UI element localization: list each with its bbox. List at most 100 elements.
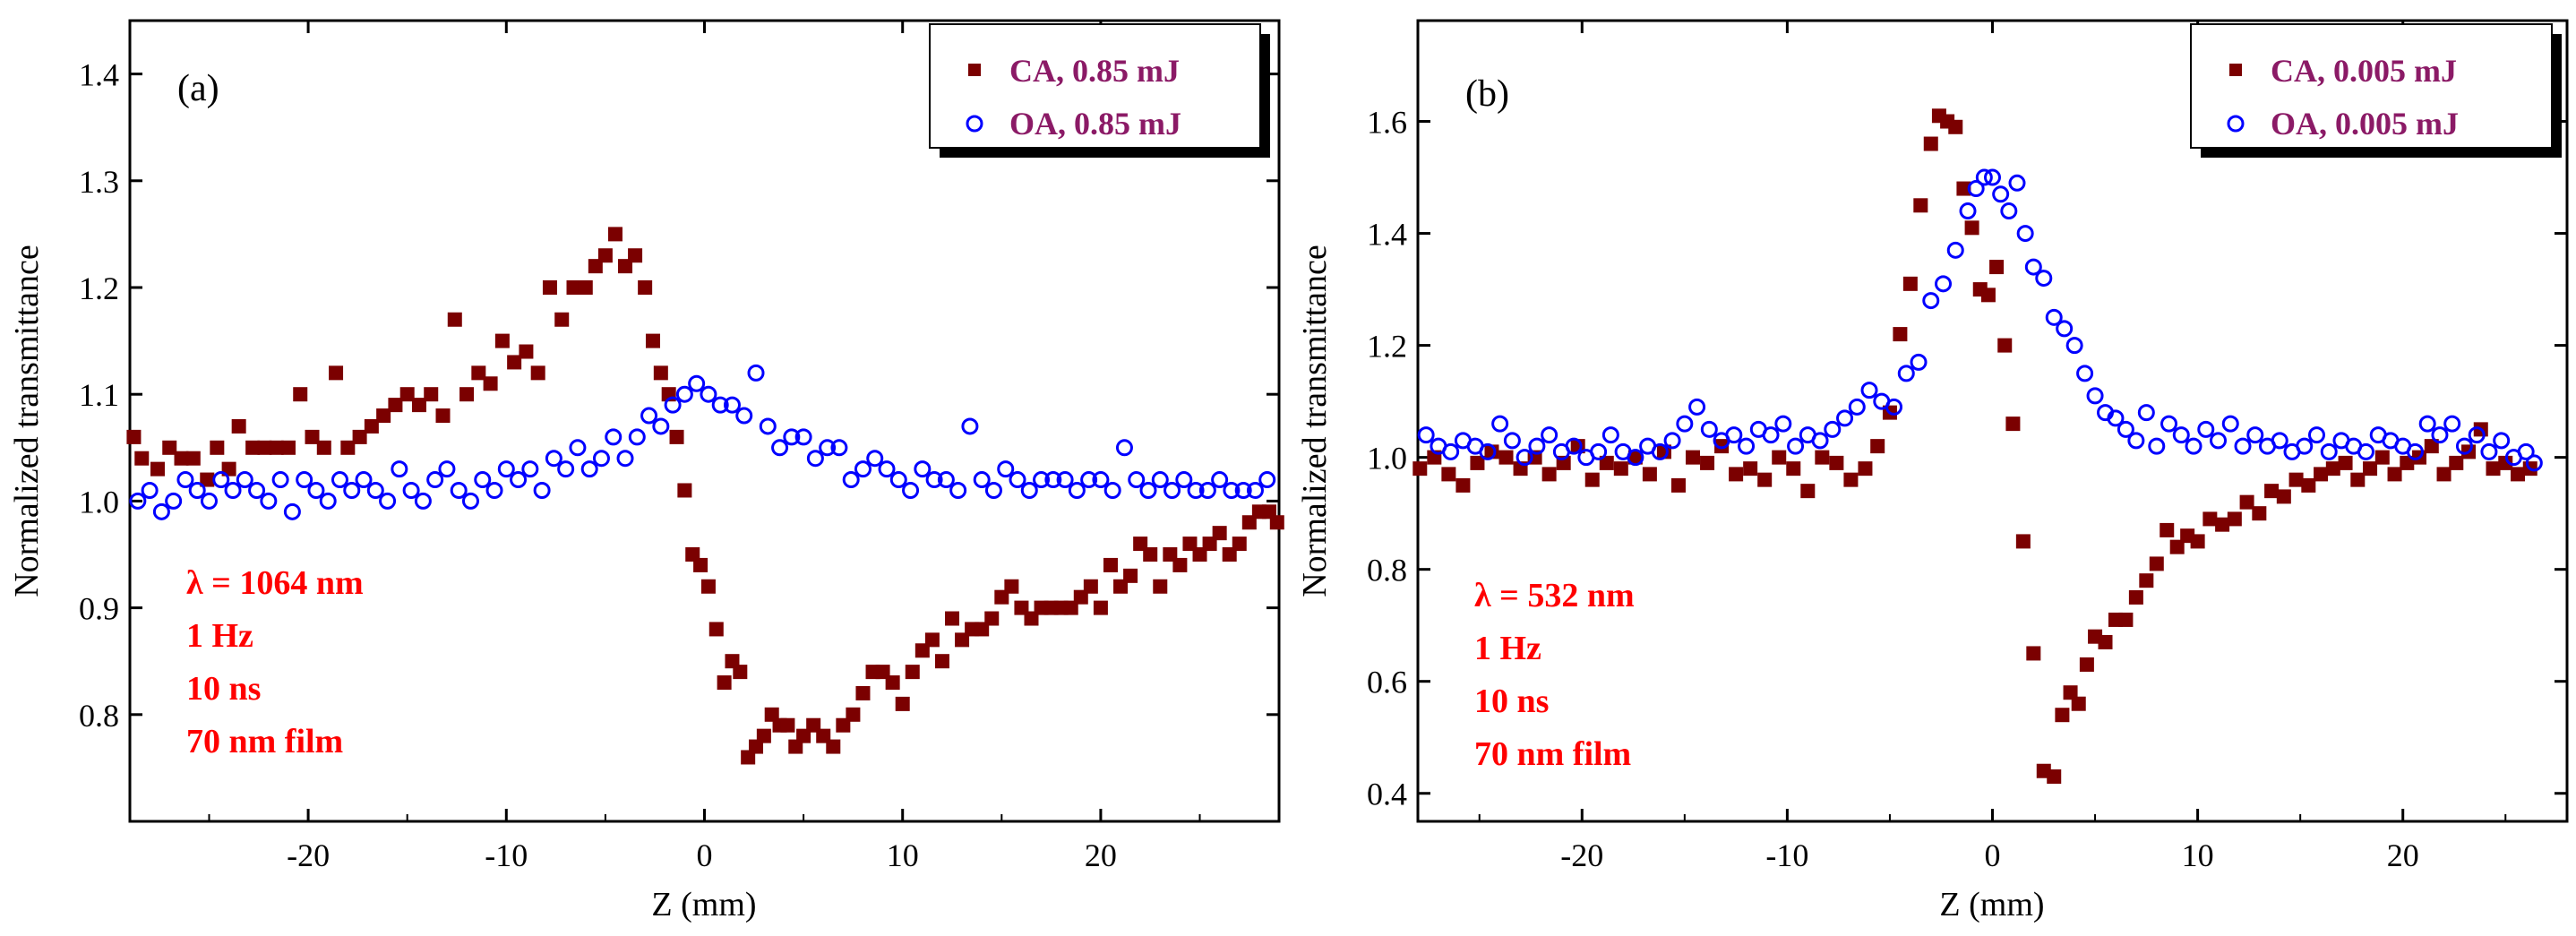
annotation-wavelength-a: λ = 1064 nm [186, 564, 364, 602]
ca-point [2098, 634, 2113, 649]
oa-point [165, 492, 183, 510]
oa-point [2045, 308, 2063, 326]
oa-point [937, 471, 955, 489]
ca-point [388, 398, 403, 413]
ca-point [150, 461, 165, 477]
oa-point [961, 417, 979, 435]
ca-point [2063, 685, 2078, 700]
ca-point [1143, 547, 1158, 562]
oa-point [889, 471, 907, 489]
ca-point [885, 675, 900, 691]
x-tick-label: 20 [2387, 837, 2419, 873]
oa-point [1967, 180, 1985, 198]
annotation-pulse-b: 10 ns [1474, 683, 1549, 720]
legend-marker-ca-b [2229, 64, 2242, 76]
oa-series-b [1417, 168, 2543, 472]
ca-point [519, 344, 534, 359]
ca-point [756, 728, 771, 743]
annotation-rate-b: 1 Hz [1474, 630, 1541, 667]
oa-point [1151, 471, 1169, 489]
ca-point [1743, 461, 1758, 477]
oa-point [379, 492, 397, 510]
oa-point [1627, 449, 1644, 467]
x-tick-label: 20 [1085, 837, 1117, 873]
ca-point [280, 440, 296, 455]
legend-marker-oa-b [2227, 115, 2245, 133]
ca-point [984, 611, 1000, 626]
oa-point [1725, 426, 1743, 444]
oa-point [902, 481, 920, 499]
legend-marker-ca-a [968, 64, 981, 76]
ca-point [2511, 467, 2526, 482]
ca-point [2190, 534, 2205, 549]
ca-point [1686, 450, 1701, 465]
ca-series-a [126, 227, 1284, 765]
ca-point [597, 248, 613, 263]
ca-point [2264, 484, 2280, 499]
ca-point [162, 440, 177, 455]
ca-point [1815, 450, 1830, 465]
ca-point [126, 429, 142, 444]
oa-point [1700, 420, 1718, 438]
oa-point [2246, 426, 2264, 444]
ca-point [376, 408, 391, 424]
oa-point [1975, 168, 1993, 186]
oa-point [1688, 398, 1706, 416]
y-tick-label: 1.6 [1367, 105, 1407, 141]
ca-point [2118, 612, 2134, 627]
ca-point [2071, 696, 2086, 711]
ca-point [1627, 450, 1643, 465]
oa-point [426, 471, 444, 489]
legend-label-oa-a: OA, 0.85 mJ [1009, 106, 1181, 142]
y-tick-label: 1.3 [79, 164, 119, 200]
oa-point [2076, 365, 2094, 382]
oa-point [1601, 426, 1619, 444]
ca-point [210, 440, 225, 455]
oa-point [1139, 481, 1157, 499]
ca-point [134, 451, 150, 466]
ca-point [2314, 467, 2329, 482]
oa-point [652, 417, 670, 435]
x-tick-label: -10 [1765, 837, 1808, 873]
oa-point [1910, 353, 1928, 371]
ca-point [1455, 477, 1471, 493]
ca-point [507, 355, 522, 370]
ca-point [2288, 472, 2304, 487]
oa-point [176, 471, 194, 489]
ca-point [1829, 455, 1844, 470]
ca-point [411, 398, 426, 413]
oa-point [1128, 471, 1146, 489]
ca-point [2128, 589, 2143, 605]
y-axis-label-a: Normalized transmittance [8, 245, 46, 597]
ca-point [1004, 579, 1019, 594]
oa-point [557, 460, 575, 478]
oa-point [1663, 432, 1681, 450]
ca-point [653, 365, 668, 381]
oa-point [188, 481, 206, 499]
oa-point [640, 407, 658, 425]
oa-point [2117, 420, 2134, 438]
ca-point [494, 333, 510, 348]
oa-point [1848, 398, 1866, 416]
ca-point [708, 622, 724, 637]
ca-point [459, 387, 475, 402]
oa-point [2296, 437, 2314, 455]
y-tick-label: 1.1 [79, 377, 119, 413]
ca-point [1757, 472, 1773, 487]
oa-point [1885, 398, 1903, 416]
ca-point [2169, 539, 2185, 554]
oa-point [1824, 420, 1842, 438]
y-tick-label: 1.2 [1367, 329, 1407, 365]
ca-point [1923, 136, 1938, 151]
oa-point [366, 481, 384, 499]
y-tick-label: 1.0 [79, 484, 119, 520]
x-tick-label: -20 [287, 837, 330, 873]
oa-point [402, 481, 420, 499]
oa-point [819, 439, 837, 457]
ca-point [2449, 455, 2464, 470]
oa-point [1044, 471, 1062, 489]
x-tick-label: 10 [887, 837, 919, 873]
oa-point [1676, 415, 1694, 433]
oa-point [2024, 258, 2042, 276]
oa-point [842, 471, 860, 489]
